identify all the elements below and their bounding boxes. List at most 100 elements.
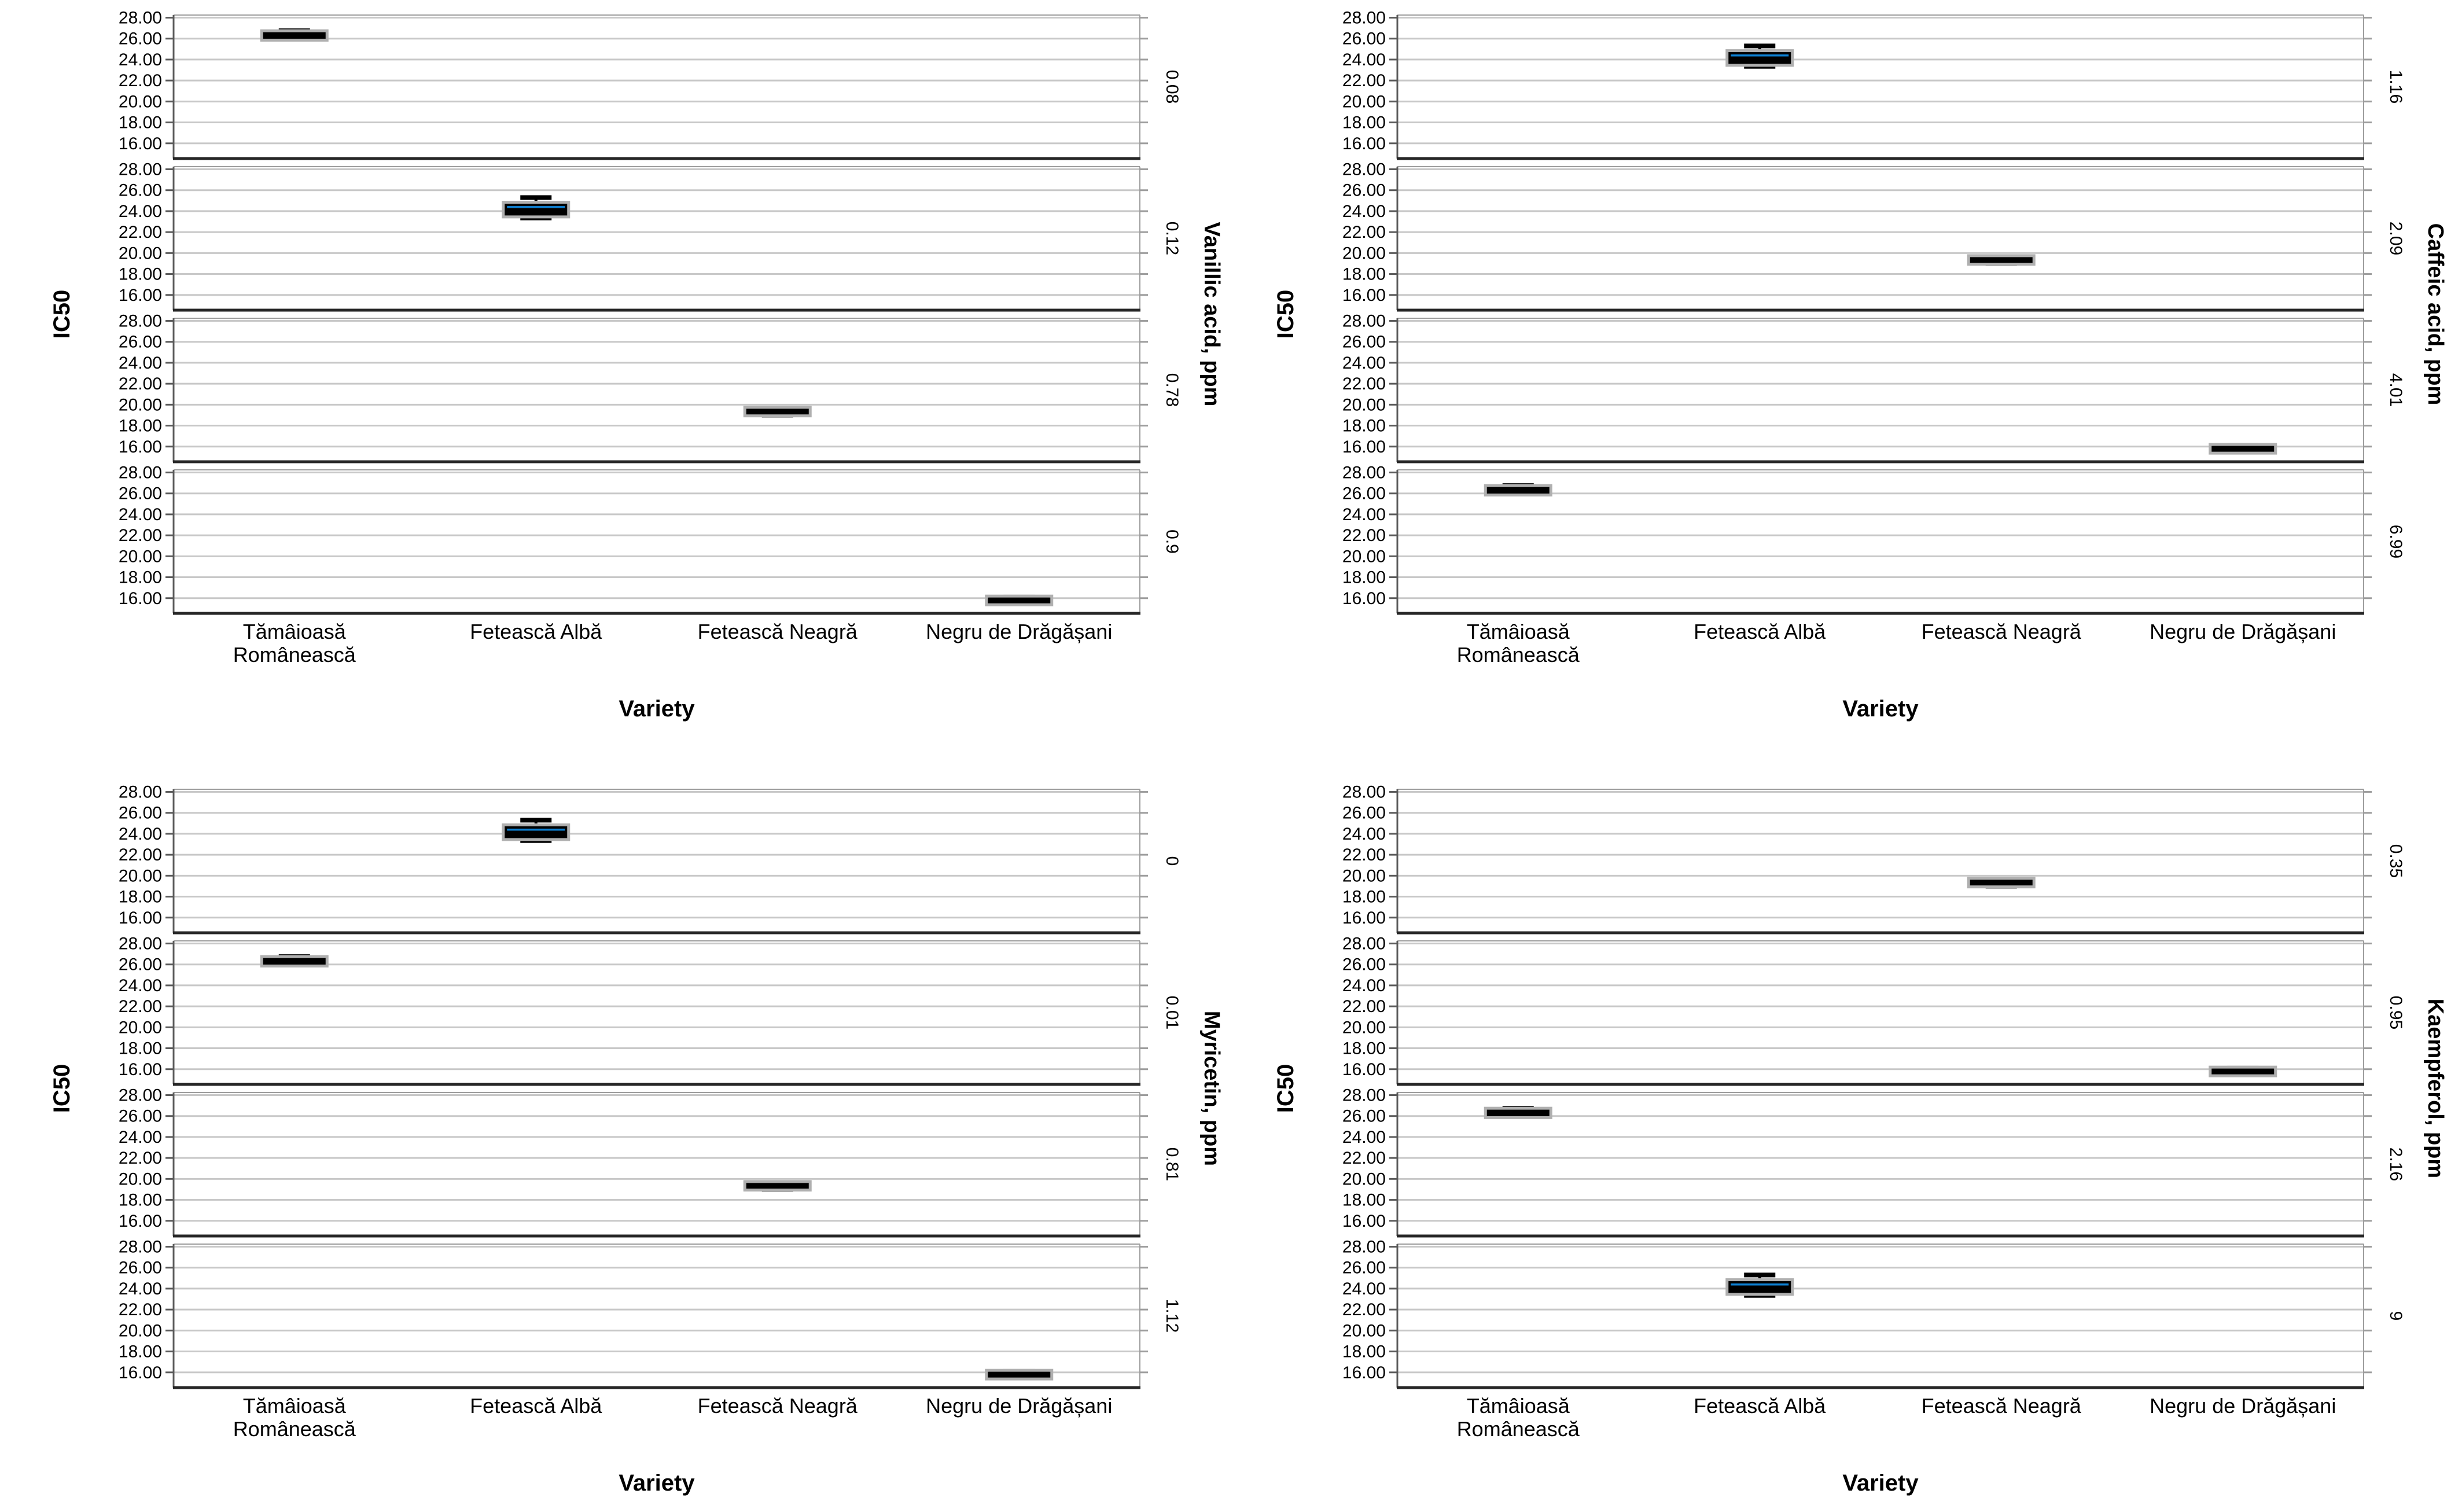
y-tick-label: 26.00 — [119, 804, 162, 823]
whisker-cap-high — [1744, 43, 1776, 49]
y-tick-label: 16.00 — [1342, 437, 1386, 457]
median-line — [989, 597, 1050, 603]
y-tick-label: 20.00 — [119, 1169, 162, 1189]
y-tick-label: 26.00 — [119, 1107, 162, 1126]
y-tick-label: 22.00 — [1342, 845, 1386, 864]
y-tick-label: 28.00 — [1342, 1238, 1386, 1257]
y-tick-label: 28.00 — [119, 160, 162, 179]
median-line — [1488, 487, 1548, 493]
y-tick-label: 20.00 — [119, 1321, 162, 1340]
panel-background — [1397, 318, 2364, 462]
category-label: Tămâioasă — [1467, 620, 1570, 643]
y-tick-label: 18.00 — [119, 417, 162, 436]
y-tick-label: 16.00 — [119, 1060, 162, 1079]
y-tick-label: 22.00 — [1342, 1149, 1386, 1168]
category-label: Negru de Drăgășani — [2150, 1394, 2336, 1418]
panel-variable-title: Vanillic acid, ppm — [1199, 222, 1224, 407]
panel-value-label: 0.81 — [1162, 1147, 1182, 1181]
y-tick-label: 28.00 — [119, 9, 162, 28]
y-tick-label: 22.00 — [119, 1149, 162, 1168]
y-tick-label: 18.00 — [119, 1191, 162, 1210]
y-tick-label: 16.00 — [119, 908, 162, 928]
panel-variable-title: Caffeic acid, ppm — [2423, 223, 2448, 406]
y-tick-label: 16.00 — [1342, 589, 1386, 608]
y-tick-label: 28.00 — [1342, 9, 1386, 28]
category-label: Fetească Albă — [1694, 620, 1826, 643]
category-label: Negru de Drăgășani — [2150, 620, 2336, 643]
category-label: Tămâioasă — [243, 620, 347, 643]
y-tick-label: 20.00 — [119, 92, 162, 111]
boxplot-svg-top-right: 28.0026.0024.0022.0020.0018.0016.001.162… — [1273, 9, 2448, 722]
y-tick-label: 26.00 — [119, 955, 162, 974]
category-label: Românească — [1457, 643, 1580, 667]
box-halo — [260, 955, 329, 967]
y-tick-label: 16.00 — [1342, 1363, 1386, 1382]
y-tick-label: 26.00 — [1342, 804, 1386, 823]
y-tick-label: 24.00 — [119, 505, 162, 524]
median-line — [1971, 880, 2032, 885]
y-tick-label: 24.00 — [1342, 825, 1386, 844]
box-halo — [1967, 254, 2036, 266]
y-tick-label: 24.00 — [119, 50, 162, 69]
y-tick-label: 22.00 — [119, 374, 162, 393]
median-line — [989, 1371, 1050, 1377]
y-tick-label: 18.00 — [119, 265, 162, 284]
y-tick-label: 22.00 — [1342, 1300, 1386, 1319]
panel-variable-title: Myricetin, ppm — [1199, 1011, 1224, 1166]
y-tick-label: 24.00 — [1342, 976, 1386, 995]
y-tick-label: 28.00 — [119, 463, 162, 483]
panel-background — [174, 1092, 1140, 1236]
y-tick-label: 24.00 — [119, 1279, 162, 1298]
boxplot-svg-top-left: 28.0026.0024.0022.0020.0018.0016.000.082… — [49, 9, 1224, 722]
y-tick-label: 24.00 — [1342, 50, 1386, 69]
y-tick-label: 20.00 — [1342, 92, 1386, 111]
y-tick-label: 26.00 — [119, 1259, 162, 1278]
median-line — [2213, 446, 2273, 451]
x-axis-title: Variety — [1842, 696, 1919, 722]
y-tick-label: 24.00 — [1342, 1128, 1386, 1147]
chart-vanillic-acid-boxplot: 28.00 26.00 24.00 22.00 20.00 18.00 16.00 0.08 2… — [0, 6, 1231, 738]
y-tick-label: 20.00 — [1342, 1169, 1386, 1189]
y-tick-label: 18.00 — [1342, 113, 1386, 133]
y-tick-label: 26.00 — [1342, 1259, 1386, 1278]
y-axis-title: IC50 — [49, 1064, 75, 1113]
box-halo — [1967, 877, 2036, 889]
category-label: Fetească Neagră — [698, 1394, 858, 1418]
y-tick-label: 28.00 — [119, 1086, 162, 1105]
y-tick-label: 28.00 — [119, 935, 162, 954]
y-axis-title: IC50 — [1273, 1064, 1298, 1113]
panel-value-label: 0.01 — [1162, 996, 1182, 1029]
panel-value-label: 1.16 — [2386, 70, 2405, 104]
x-axis-title: Variety — [619, 1470, 695, 1496]
box-halo — [502, 201, 571, 219]
panel-value-label: 1.12 — [1162, 1299, 1182, 1333]
y-tick-label: 22.00 — [119, 997, 162, 1016]
y-tick-label: 16.00 — [119, 1363, 162, 1382]
y-tick-label: 18.00 — [1342, 417, 1386, 436]
median-line — [1729, 56, 1790, 62]
chart-kaempferol-boxplot: 28.00 26.00 24.00 22.00 20.00 18.00 16.00 0.35 2… — [1224, 780, 2455, 1512]
y-tick-label: 26.00 — [1342, 955, 1386, 974]
y-tick-label: 16.00 — [1342, 1060, 1386, 1079]
y-tick-label: 22.00 — [119, 526, 162, 545]
y-tick-label: 16.00 — [1342, 134, 1386, 153]
y-tick-label: 22.00 — [119, 1300, 162, 1319]
x-axis-title: Variety — [619, 696, 695, 722]
median-line — [506, 208, 566, 214]
chart-myricetin-boxplot: 28.00 26.00 24.00 22.00 20.00 18.00 16.00 0 28.0… — [0, 780, 1231, 1512]
chart-caffeic-acid-boxplot: 28.00 26.00 24.00 22.00 20.00 18.00 16.00 1.16 2… — [1224, 6, 2455, 738]
y-tick-label: 18.00 — [119, 1039, 162, 1058]
y-tick-label: 18.00 — [119, 568, 162, 587]
y-tick-label: 16.00 — [119, 437, 162, 457]
median-line — [2213, 1068, 2273, 1074]
category-label: Fetească Albă — [470, 620, 602, 643]
panel-value-label: 6.99 — [2386, 525, 2405, 558]
y-tick-label: 18.00 — [1342, 1191, 1386, 1210]
boxplot-svg-bottom-right: 28.0026.0024.0022.0020.0018.0016.000.352… — [1273, 783, 2448, 1496]
box-halo — [1484, 484, 1552, 496]
box-halo — [985, 1368, 1054, 1381]
y-axis-title: IC50 — [49, 290, 75, 339]
y-tick-label: 20.00 — [1342, 244, 1386, 263]
y-tick-label: 16.00 — [119, 286, 162, 305]
y-tick-label: 22.00 — [119, 845, 162, 864]
